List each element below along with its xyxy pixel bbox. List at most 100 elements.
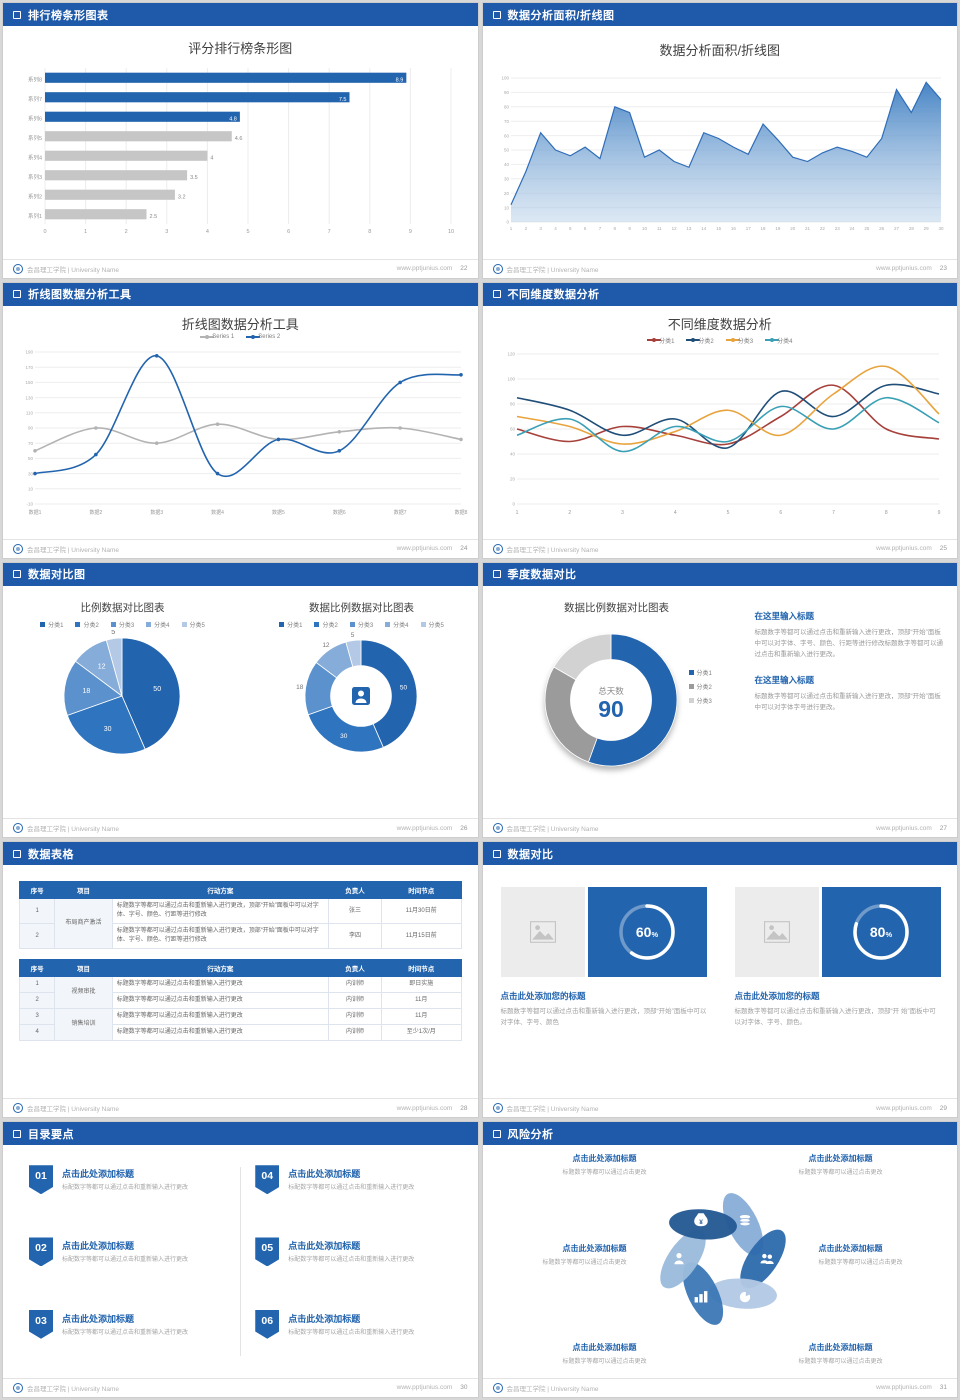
site-url: www.pptjunius.com — [396, 1384, 453, 1392]
svg-text:70: 70 — [28, 441, 34, 446]
toc-item-title: 点击此处添加标题 — [288, 1313, 361, 1324]
svg-text:9: 9 — [937, 510, 940, 516]
svg-text:4: 4 — [206, 229, 209, 235]
col-header: 序号 — [18, 959, 56, 978]
slide-header-bar: 数据分析面积/折线图 — [482, 3, 957, 26]
number-badge: 01 — [29, 1165, 53, 1195]
svg-text:170: 170 — [25, 365, 33, 370]
svg-text:数据6: 数据6 — [333, 509, 346, 516]
site-url: www.pptjunius.com — [876, 265, 932, 273]
school-name: 会昌理工学院 | University Name — [27, 1106, 119, 1114]
chart-legend: Series 1 Series 2 — [3, 334, 478, 340]
slide-header-title: 数据对比 — [507, 848, 554, 861]
table-row: 2 标题数字等都可以通过点击和重新输入进行更改 内训师 11月 — [18, 992, 462, 1010]
slide-header-title: 数据对比图 — [28, 569, 86, 582]
slide-header-title: 风险分析 — [507, 1128, 554, 1141]
line-chart: -10 10 30 50 70 90 110 130 150 170 190 数据1 数据2 数据3 数据4… — [13, 346, 469, 518]
slide-data-table[interactable]: 数据表格 序号 项目 行动方案 负责人 时间节点 1 布局 — [2, 841, 479, 1119]
svg-text:28: 28 — [908, 226, 914, 231]
svg-text:0: 0 — [43, 229, 46, 235]
col-header: 负责人 — [328, 881, 382, 900]
svg-text:29: 29 — [923, 226, 929, 231]
toc-item-title: 点击此处添加标题 — [62, 1169, 135, 1180]
svg-text:30: 30 — [104, 726, 112, 733]
svg-text:12: 12 — [98, 663, 106, 670]
slide-ranking-bar[interactable]: 排行榜条形图表 评分排行榜条形图 0 1 2 3 4 5 6 7 8 9 10 系列8 8.9 系列7 7.… — [2, 2, 479, 279]
multi-line-chart: 0 20 40 60 80 100 120 1 2 3 4 5 6 7 8 9 — [495, 348, 947, 518]
slide-line-tools[interactable]: 折线图数据分析工具 折线图数据分析工具 Series 1 Series 2 -10… — [2, 281, 479, 559]
toc-item-desc: 标配数字等都可以通过点击和重新输入进行更改 — [288, 1257, 415, 1264]
slide-data-compare-cards[interactable]: 数据对比 60% 点击此处添加您的标题 标题数字等都可以通过点击和重新输入进行更… — [481, 841, 958, 1119]
toc-item-desc: 标配数字等都可以通过点击和重新输入进行更改 — [288, 1329, 415, 1336]
svg-text:90: 90 — [598, 696, 624, 722]
toc-item-title: 点击此处添加标题 — [288, 1241, 361, 1252]
svg-text:110: 110 — [26, 410, 34, 415]
compare-card: 60% 点击此处添加您的标题 标题数字等都可以通过点击和重新输入进行更改，顶部“… — [500, 887, 707, 1028]
number-badge: 02 — [29, 1237, 53, 1267]
slide-quarter-compare[interactable]: 季度数据对比 数据比例数据对比图表 总天数 90 分类1 分类2 分类3 在这里输入标… — [481, 561, 958, 839]
number-badge: 05 — [255, 1237, 280, 1267]
slide-body: 60% 点击此处添加您的标题 标题数字等都可以通过点击和重新输入进行更改，顶部“… — [483, 865, 958, 1098]
page-number: 22 — [460, 265, 468, 273]
toc-item: 06 点击此处添加标题 标配数字等都可以通过点击和重新输入进行更改 — [255, 1298, 451, 1370]
svg-text:10: 10 — [641, 226, 647, 231]
table-row: 4 标题数字等都可以通过点击和重新输入进行更改 内训师 至少1次/月 — [18, 1024, 462, 1042]
action-table-2: 序号 项目 行动方案 负责人 时间节点 1 视频审批 标题数字等都可以通过点击和… — [18, 959, 462, 1042]
table-row: 1 视频审批 标题数字等都可以通过点击和重新输入进行更改 内训师 即日实施 — [18, 976, 462, 1010]
risk-pinwheel-diagram: ¥ — [637, 1173, 809, 1345]
svg-text:0: 0 — [512, 501, 515, 506]
svg-text:50: 50 — [28, 456, 34, 461]
school-logo-icon — [492, 1103, 503, 1114]
slide-footer: 会昌理工学院 | University Name www.pptjunius.c… — [482, 258, 957, 278]
slide-area-line[interactable]: 数据分析面积/折线图 数据分析面积/折线图 0 10 20 30 40 50 60 70 80 9… — [481, 2, 958, 279]
svg-text:7: 7 — [328, 229, 331, 235]
svg-text:2: 2 — [524, 226, 527, 231]
slide-toc[interactable]: 目录要点 01 点击此处添加标题 标配数字等都可以通过点击和重新输入进行更改 02… — [2, 1121, 479, 1398]
site-url: www.pptjunius.com — [396, 545, 453, 553]
svg-text:4: 4 — [210, 155, 213, 161]
svg-text:系列5: 系列5 — [28, 134, 42, 142]
slide-footer: 会昌理工学院 | University Name www.pptjunius.c… — [482, 1098, 957, 1117]
slide-dimension-analysis[interactable]: 不同维度数据分析 不同维度数据分析 分类1 分类2 分类3 分类4 0 20 40 60 80… — [481, 281, 958, 559]
page-number: 27 — [939, 824, 947, 832]
col-header: 项目 — [54, 959, 113, 978]
svg-text:60: 60 — [503, 133, 509, 138]
slide-data-compare-pies[interactable]: 数据对比图 比例数据对比图表 分类1 分类2 分类3 分类4 分类5 50 30 18 12 5… — [2, 561, 479, 839]
site-url: www.pptjunius.com — [876, 1384, 932, 1392]
slide-body: 序号 项目 行动方案 负责人 时间节点 1 布局商产激活 标题数字等都可以通过点… — [3, 865, 478, 1098]
svg-text:系列7: 系列7 — [28, 95, 42, 103]
slide-risk-analysis[interactable]: 风险分析 ¥ 点击此处添加标题 标题数字等都可以通过点击更改 点击此处添加标题 标题… — [481, 1121, 958, 1398]
risk-label: 点击此处添加标题 标题数字等都可以通过点击更改 — [798, 1154, 883, 1177]
svg-text:16: 16 — [730, 226, 736, 231]
slide-footer: 会昌理工学院 | University Name www.pptjunius.c… — [3, 818, 478, 837]
page-number: 24 — [460, 545, 468, 553]
slide-footer: 会昌理工学院 | University Name www.pptjunius.c… — [3, 258, 478, 278]
school-logo-icon — [492, 543, 503, 554]
toc-item-desc: 标配数字等都可以通过点击和重新输入进行更改 — [62, 1257, 189, 1264]
slide-footer: 会昌理工学院 | University Name www.pptjunius.c… — [482, 538, 957, 558]
school-name: 会昌理工学院 | University Name — [27, 266, 119, 274]
quarter-text-panel: 在这里输入标题 标题数字等都可以通过点击和重新输入进行更改，顶部“开始”面板中可… — [755, 610, 947, 727]
svg-text:30: 30 — [503, 177, 509, 182]
number-badge: 04 — [255, 1165, 280, 1195]
ranking-bar-chart: 0 1 2 3 4 5 6 7 8 9 10 系列8 8.9 系列7 7.5 系列6 4.8 系列5 4.6 系列4 4… — [17, 64, 465, 236]
svg-text:20: 20 — [503, 191, 509, 196]
chart-title: 评分排行榜条形图 — [188, 41, 293, 56]
svg-text:数据3: 数据3 — [150, 509, 163, 516]
svg-text:80%: 80% — [870, 924, 893, 940]
square-icon — [13, 290, 21, 299]
toc-item-desc: 标配数字等都可以通过点击和重新输入进行更改 — [62, 1185, 189, 1192]
svg-text:5: 5 — [569, 226, 572, 231]
slide-header-bar: 不同维度数据分析 — [482, 282, 957, 306]
svg-text:3: 3 — [621, 510, 624, 516]
school-logo-icon — [13, 543, 23, 554]
page-number: 30 — [460, 1384, 468, 1392]
tables-area: 序号 项目 行动方案 负责人 时间节点 1 布局商产激活 标题数字等都可以通过点… — [18, 881, 462, 1088]
page-number: 31 — [939, 1384, 947, 1392]
svg-text:2: 2 — [568, 510, 571, 516]
svg-text:40: 40 — [509, 451, 515, 456]
svg-text:6: 6 — [287, 229, 290, 235]
square-icon — [13, 1129, 21, 1138]
svg-text:8: 8 — [368, 229, 371, 235]
svg-text:25: 25 — [864, 226, 870, 231]
